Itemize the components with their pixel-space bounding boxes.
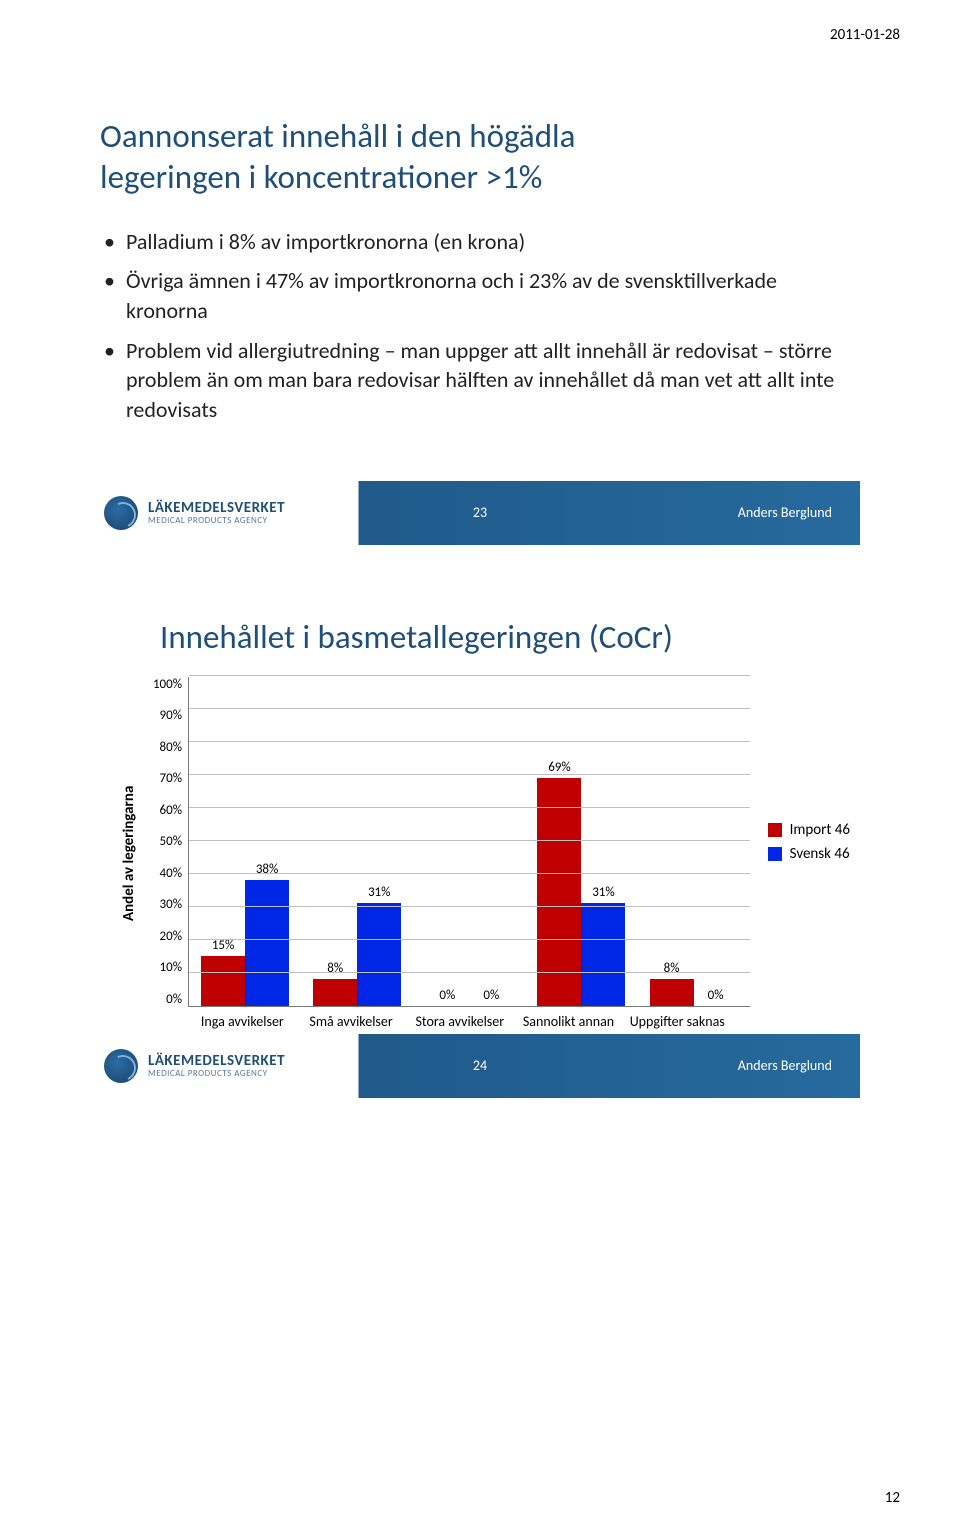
chart-gridline: [189, 807, 750, 808]
chart-bar-value-label: 0%: [483, 988, 499, 1003]
slide1-title-line1: Oannonserat innehåll i den högädla: [100, 116, 575, 156]
chart-gridline: [189, 840, 750, 841]
bullet-item: Palladium i 8% av importkronorna (en kro…: [100, 227, 860, 257]
y-tick-label: 90%: [160, 708, 182, 723]
slide2-page-index: 24: [473, 1057, 487, 1074]
chart-bar-groups: 15%38%8%31%0%0%69%31%8%0%: [189, 677, 750, 1006]
chart-bar: 31%: [357, 903, 401, 1005]
chart-bar-value-label: 0%: [439, 988, 455, 1003]
legend-label: Svensk 46: [790, 845, 850, 863]
slide2-title: Innehållet i basmetallegeringen (CoCr): [160, 617, 860, 657]
chart-bar: 38%: [245, 880, 289, 1005]
chart-gridline: [189, 939, 750, 940]
chart-bar: 15%: [201, 956, 245, 1006]
chart-gridline: [189, 708, 750, 709]
agency-logo-block: LÄKEMEDELSVERKET MEDICAL PRODUCTS AGENCY: [100, 1049, 285, 1083]
y-tick-label: 40%: [160, 866, 182, 881]
legend-row: Svensk 46: [768, 845, 850, 863]
chart-group: 0% 0%: [413, 677, 525, 1006]
chart-x-ticks: Inga avvikelserSmå avvikelserStora avvik…: [188, 1007, 860, 1030]
chart-gridline: [189, 873, 750, 874]
bullet-item: Problem vid allergiutredning – man uppge…: [100, 336, 860, 425]
chart-gridline: [189, 675, 750, 676]
y-tick-label: 10%: [160, 960, 182, 975]
y-tick-label: 0%: [166, 992, 182, 1007]
chart-bar: 31%: [581, 903, 625, 1005]
agency-line1: LÄKEMEDELSVERKET: [148, 1054, 285, 1069]
chart-gridline: [189, 774, 750, 775]
bullet-item: Övriga ämnen i 47% av importkronorna och…: [100, 266, 860, 325]
x-tick-label: Sannolikt annan: [514, 1007, 623, 1030]
slide-2: Innehållet i basmetallegeringen (CoCr) A…: [100, 617, 860, 1098]
chart-plot-row: 100%90%80%70%60%50%40%30%20%10%0% 15%38%…: [142, 677, 860, 1007]
slide-1: Oannonserat innehåll i den högädla leger…: [100, 116, 860, 545]
agency-text: LÄKEMEDELSVERKET MEDICAL PRODUCTS AGENCY: [148, 501, 285, 525]
chart-bar-value-label: 15%: [212, 938, 234, 953]
chart-gridline: [189, 906, 750, 907]
slide1-footer: LÄKEMEDELSVERKET MEDICAL PRODUCTS AGENCY…: [100, 481, 860, 545]
chart-y-axis-label: Andel av legeringarna: [116, 677, 142, 1030]
chart-bar-value-label: 8%: [664, 961, 680, 976]
agency-swirl-icon: [104, 496, 138, 530]
legend-row: Import 46: [768, 821, 850, 839]
chart-bar-value-label: 31%: [368, 885, 390, 900]
agency-line2: MEDICAL PRODUCTS AGENCY: [148, 1069, 285, 1078]
chart-bar: 8%: [650, 979, 694, 1005]
x-tick-label: Stora avvikelser: [405, 1007, 514, 1030]
agency-line2: MEDICAL PRODUCTS AGENCY: [148, 516, 285, 525]
chart-legend: Import 46 Svensk 46: [750, 677, 860, 1007]
slide1-title-line2: legeringen i koncentrationer >1%: [100, 157, 542, 197]
slide1-author: Anders Berglund: [738, 504, 832, 521]
chart-plot-area: 15%38%8%31%0%0%69%31%8%0%: [188, 677, 750, 1007]
x-tick-label: Uppgifter saknas: [623, 1007, 732, 1030]
y-tick-label: 100%: [153, 677, 182, 692]
y-tick-label: 60%: [160, 803, 182, 818]
chart-bar: 8%: [313, 979, 357, 1005]
slide2-footer: LÄKEMEDELSVERKET MEDICAL PRODUCTS AGENCY…: [100, 1034, 860, 1098]
y-tick-label: 80%: [160, 740, 182, 755]
chart-gridline: [189, 741, 750, 742]
agency-line1: LÄKEMEDELSVERKET: [148, 501, 285, 516]
slide1-bullets: Palladium i 8% av importkronorna (en kro…: [100, 227, 860, 425]
agency-text: LÄKEMEDELSVERKET MEDICAL PRODUCTS AGENCY: [148, 1054, 285, 1078]
chart-group: 8% 0%: [638, 677, 750, 1006]
chart-bar-value-label: 0%: [708, 988, 724, 1003]
chart-bar-value-label: 8%: [327, 961, 343, 976]
y-tick-label: 30%: [160, 897, 182, 912]
header-date: 2011-01-28: [830, 26, 900, 44]
agency-swirl-icon: [104, 1049, 138, 1083]
y-tick-label: 70%: [160, 771, 182, 786]
slide1-title: Oannonserat innehåll i den högädla leger…: [100, 116, 860, 199]
chart-bar-value-label: 31%: [592, 885, 614, 900]
legend-swatch: [768, 847, 782, 861]
chart-gridline: [189, 972, 750, 973]
chart-group: 15%38%: [189, 677, 301, 1006]
page-number: 12: [885, 1489, 900, 1507]
chart-y-ticks: 100% 90% 80% 70% 60% 50% 40% 30% 20% 10% 0%: [142, 677, 188, 1007]
y-tick-label: 50%: [160, 834, 182, 849]
y-tick-label: 20%: [160, 929, 182, 944]
page: 2011-01-28 Oannonserat innehåll i den hö…: [0, 0, 960, 1527]
x-tick-label: Inga avvikelser: [188, 1007, 297, 1030]
chart-group: 69%31%: [525, 677, 637, 1006]
chart-inner: 100%90%80%70%60%50%40%30%20%10%0% 15%38%…: [142, 677, 860, 1030]
agency-logo-block: LÄKEMEDELSVERKET MEDICAL PRODUCTS AGENCY: [100, 496, 285, 530]
slide1-page-index: 23: [473, 504, 487, 521]
legend-label: Import 46: [790, 821, 850, 839]
chart-group: 8%31%: [301, 677, 413, 1006]
slide2-author: Anders Berglund: [738, 1057, 832, 1074]
legend-swatch: [768, 823, 782, 837]
chart-bar-value-label: 38%: [256, 862, 278, 877]
x-tick-label: Små avvikelser: [297, 1007, 406, 1030]
chart-wrap: Andel av legeringarna 100% 90% 80% 70% 60% 50…: [100, 677, 860, 1030]
